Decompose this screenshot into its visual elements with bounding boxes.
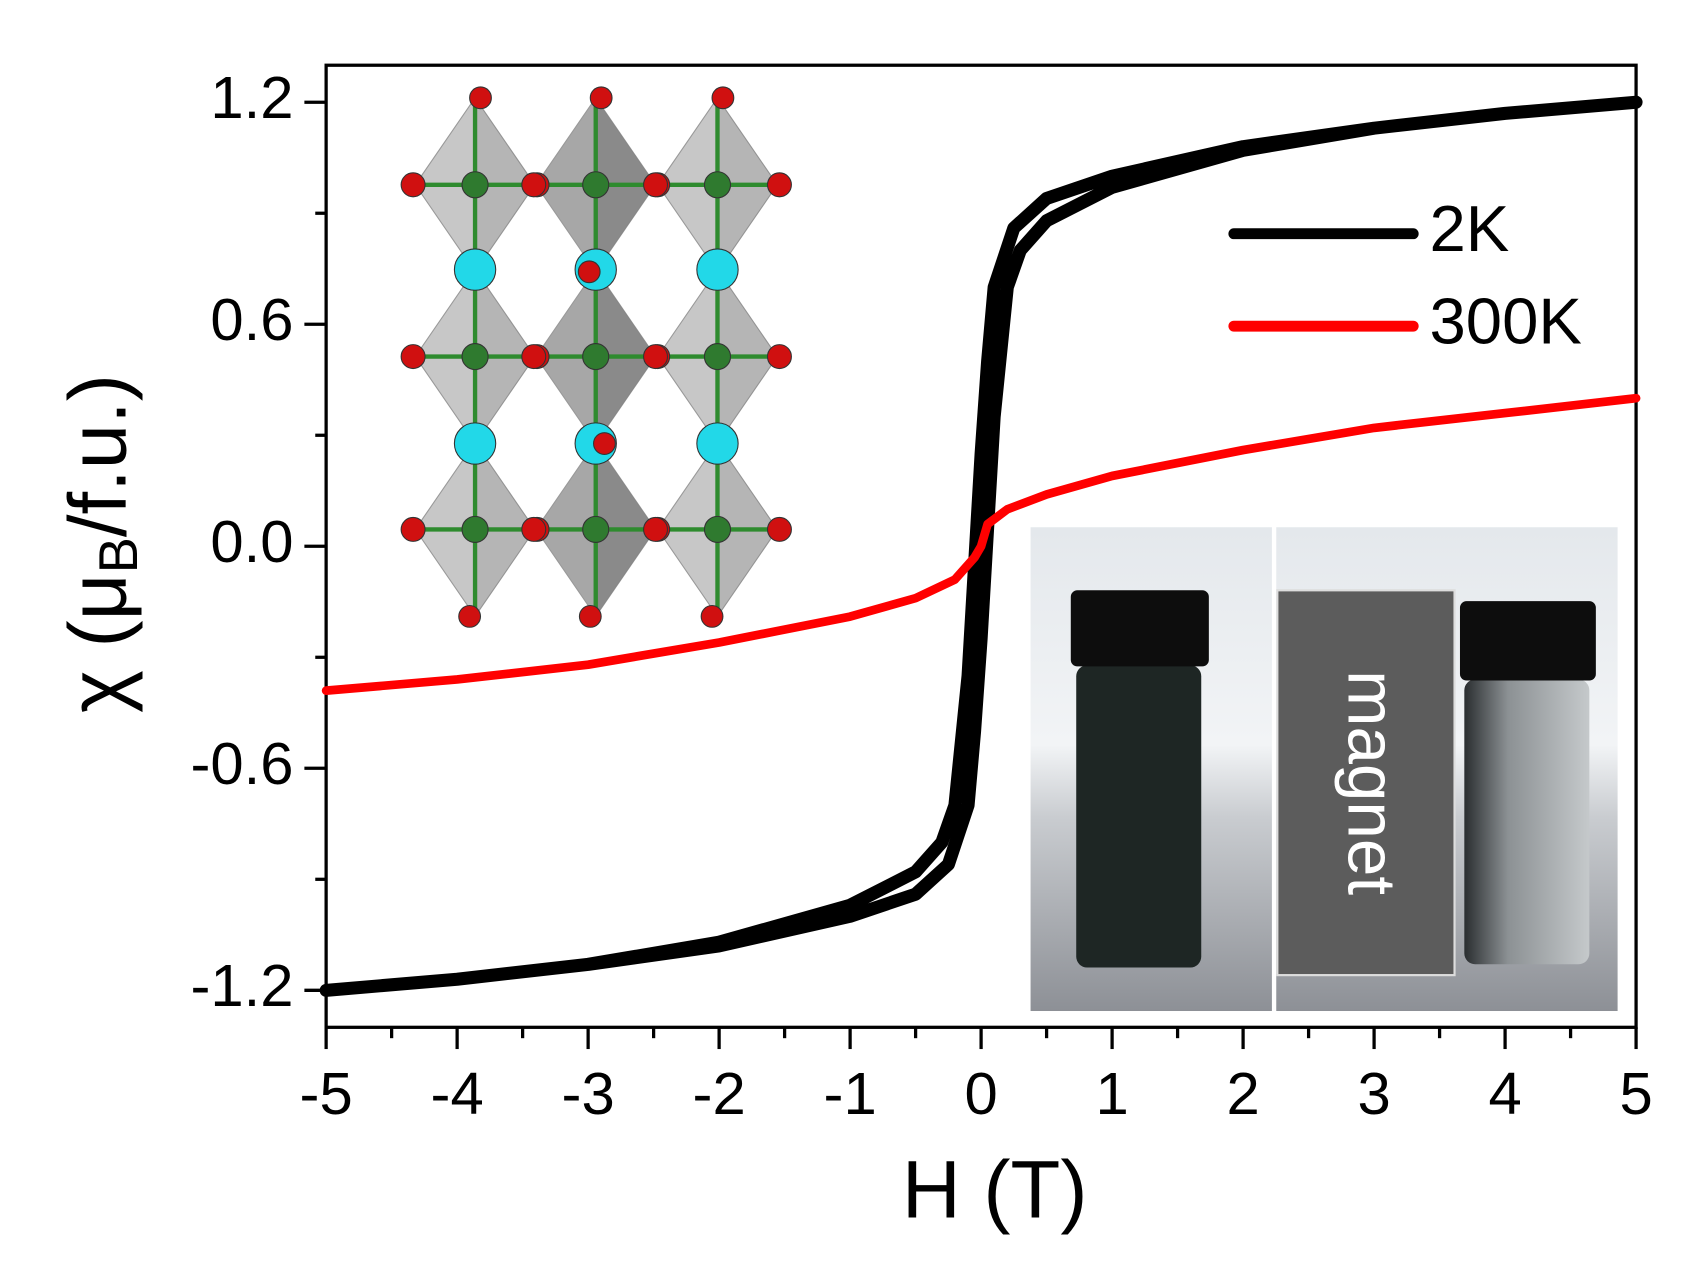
atom-red xyxy=(577,260,601,284)
x-axis-label: H (T) xyxy=(902,1144,1088,1235)
atom-cyan xyxy=(696,422,739,465)
y-tick-label: -0.6 xyxy=(191,730,294,797)
vial xyxy=(1076,665,1202,968)
atom-red xyxy=(521,344,547,370)
atom-red xyxy=(578,604,602,628)
atom-red xyxy=(400,516,426,542)
atom-cyan xyxy=(453,422,497,465)
atom-green xyxy=(703,171,732,199)
x-tick-label: 5 xyxy=(1619,1060,1652,1127)
vial-cap xyxy=(1070,590,1209,667)
atom-red xyxy=(643,516,669,542)
x-tick-label: -5 xyxy=(300,1060,353,1127)
x-tick-label: 3 xyxy=(1357,1060,1390,1127)
atom-red xyxy=(458,604,482,628)
atom-green xyxy=(461,342,489,371)
atom-green xyxy=(582,515,610,544)
atom-green xyxy=(703,515,732,544)
legend-label: 2K xyxy=(1430,192,1510,265)
atom-red xyxy=(766,172,792,198)
vial-cap xyxy=(1459,601,1596,681)
magnet xyxy=(1276,589,1456,977)
vial xyxy=(1464,679,1590,965)
atom-red xyxy=(711,86,735,110)
atom-red xyxy=(521,516,547,542)
series-line xyxy=(321,393,1641,695)
atom-red xyxy=(400,344,426,370)
atom-red xyxy=(593,432,616,455)
atom-green xyxy=(461,515,489,544)
series-line xyxy=(319,95,1643,997)
x-tick-label: 0 xyxy=(964,1060,997,1127)
atom-green xyxy=(582,342,610,371)
atom-green xyxy=(703,342,732,371)
photo-inset: magnet xyxy=(1030,527,1618,1012)
atom-red xyxy=(643,172,669,198)
atom-cyan xyxy=(696,248,739,291)
atom-red xyxy=(400,172,426,198)
atom-red xyxy=(700,604,724,628)
y-axis-label: χ (μB/f.u.) xyxy=(52,374,149,713)
x-tick-label: -3 xyxy=(562,1060,615,1127)
axes: -5 -4 -3 -2 -1 0 1 2 3 4 5 -1.2 -0.6 0.0 0.6 1.2 2K 300K xyxy=(191,63,1653,1127)
atom-cyan xyxy=(453,248,497,291)
atom-green xyxy=(582,171,610,199)
y-tick-label: 1.2 xyxy=(210,64,293,131)
plot-frame xyxy=(324,63,1638,1029)
y-axis-label-subscript: B xyxy=(88,537,149,573)
crystal-structure-inset xyxy=(400,86,792,628)
atom-green xyxy=(461,171,489,199)
x-tick-label: -2 xyxy=(693,1060,746,1127)
y-tick-label: 0.6 xyxy=(210,286,293,353)
x-tick-label: 2 xyxy=(1226,1060,1259,1127)
atom-red xyxy=(766,516,792,542)
atom-red xyxy=(766,344,792,370)
atom-red xyxy=(643,344,669,370)
y-axis-label-part: /f.u.) xyxy=(52,374,143,537)
atom-red xyxy=(521,172,547,198)
atom-red xyxy=(469,86,492,110)
y-tick-label: -1.2 xyxy=(191,952,294,1019)
y-axis-label-part: χ (μ xyxy=(52,573,143,713)
x-tick-label: -1 xyxy=(824,1060,877,1127)
atom-red xyxy=(589,86,613,110)
x-tick-label: 4 xyxy=(1488,1060,1521,1127)
x-tick-label: 1 xyxy=(1095,1060,1128,1127)
annotation: magnet xyxy=(1334,670,1409,895)
x-tick-label: -4 xyxy=(431,1060,484,1127)
y-tick-label: 0.0 xyxy=(210,508,293,575)
legend-label: 300K xyxy=(1430,284,1582,357)
